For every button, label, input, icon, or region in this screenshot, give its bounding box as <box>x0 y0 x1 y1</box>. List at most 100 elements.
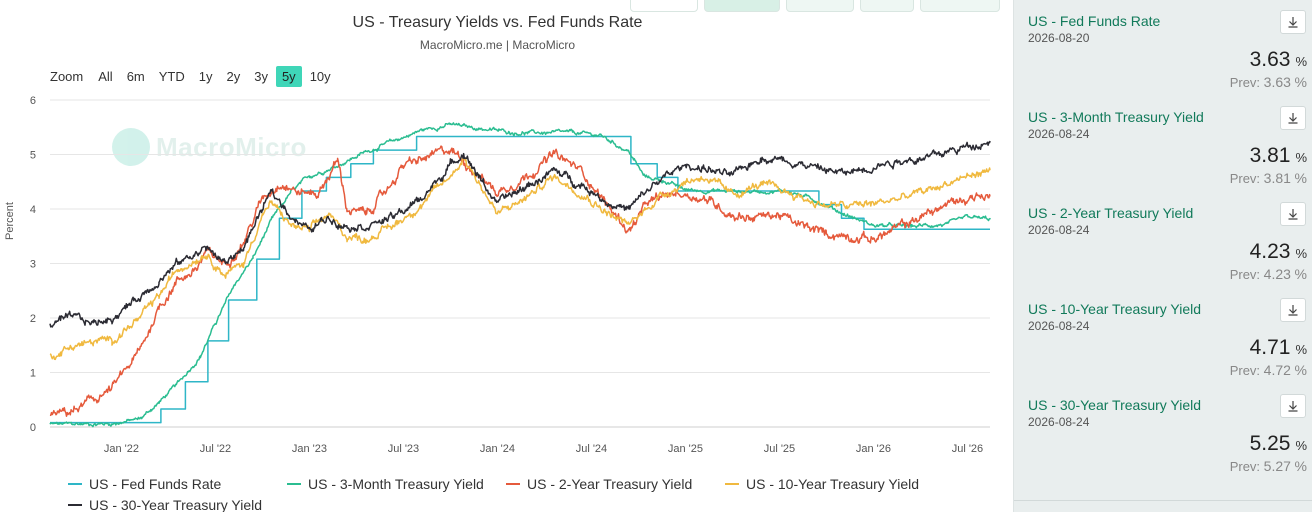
zoom-3y-button[interactable]: 3y <box>254 69 268 84</box>
x-tick-label: Jan '25 <box>668 443 703 455</box>
zoom-5y-button[interactable]: 5y <box>275 66 302 87</box>
toolbar-button[interactable] <box>630 0 698 12</box>
indicator-date: 2026-08-24 <box>1028 127 1090 141</box>
download-button[interactable] <box>1280 394 1306 418</box>
prev-value: 4.23 <box>1263 266 1291 282</box>
indicator-name[interactable]: US - 10-Year Treasury Yield <box>1028 301 1202 317</box>
series-lines <box>49 122 991 428</box>
watermark-logo: MacroMicro <box>112 128 307 166</box>
zoom-6m-button[interactable]: 6m <box>126 69 145 84</box>
chart-legend: US - Fed Funds Rate US - 3-Month Treasur… <box>68 474 1008 512</box>
legend-item-30y[interactable]: US - 30-Year Treasury Yield <box>68 495 287 512</box>
legend-item-fed-funds[interactable]: US - Fed Funds Rate <box>68 474 287 493</box>
toolbar-button[interactable] <box>920 0 1000 12</box>
chart-toolbar <box>630 0 1000 12</box>
watermark-text: MacroMicro <box>156 131 307 162</box>
prev-label: Prev: <box>1229 267 1261 282</box>
y-axis-ticks: 0 1 2 3 4 5 6 <box>30 95 36 434</box>
download-button[interactable] <box>1280 202 1306 226</box>
x-tick-label: Jul '25 <box>764 443 795 455</box>
indicator-name[interactable]: US - 3-Month Treasury Yield <box>1028 109 1204 125</box>
indicator-value: 4.23% <box>1250 240 1307 264</box>
series-line[interactable] <box>49 140 991 328</box>
legend-label: US - Fed Funds Rate <box>89 475 222 492</box>
zoom-10y-button[interactable]: 10y <box>309 69 331 84</box>
indicator-date: 2026-08-24 <box>1028 319 1090 333</box>
prev-unit: % <box>1294 266 1307 282</box>
value-unit: % <box>1295 150 1307 165</box>
indicator-value: 3.81% <box>1250 144 1307 168</box>
prev-value: 5.27 <box>1263 458 1291 474</box>
legend-swatch <box>506 482 520 485</box>
y-axis-label: Percent <box>4 202 16 240</box>
y-tick-label: 0 <box>30 422 36 434</box>
indicator-card-2y[interactable]: US - 2-Year Treasury Yield 2026-08-24 4.… <box>1014 192 1312 288</box>
legend-swatch <box>68 503 82 506</box>
grid-lines <box>50 99 990 428</box>
legend-item-2y[interactable]: US - 2-Year Treasury Yield <box>506 474 725 493</box>
series-line[interactable] <box>49 157 991 361</box>
legend-label: US - 30-Year Treasury Yield <box>89 496 263 512</box>
y-tick-label: 1 <box>30 368 36 380</box>
panel-divider <box>1014 500 1312 501</box>
prev-unit: % <box>1294 458 1307 474</box>
x-tick-label: Jan '22 <box>104 443 139 455</box>
zoom-1y-button[interactable]: 1y <box>198 69 213 84</box>
indicator-prev: Prev: 3.81 % <box>1230 170 1307 186</box>
indicator-card-3m[interactable]: US - 3-Month Treasury Yield 2026-08-24 3… <box>1014 96 1312 192</box>
value-number: 4.71 <box>1249 336 1291 359</box>
indicator-date: 2026-08-24 <box>1028 415 1090 429</box>
prev-unit: % <box>1294 362 1307 378</box>
indicator-name[interactable]: US - Fed Funds Rate <box>1028 13 1161 29</box>
indicator-name[interactable]: US - 2-Year Treasury Yield <box>1028 205 1194 221</box>
legend-item-10y[interactable]: US - 10-Year Treasury Yield <box>725 474 944 493</box>
download-button[interactable] <box>1280 106 1306 130</box>
download-icon <box>1288 209 1298 220</box>
prev-label: Prev: <box>1229 75 1261 90</box>
y-tick-label: 4 <box>30 204 36 216</box>
value-unit: % <box>1295 342 1307 357</box>
x-tick-label: Jan '24 <box>480 443 515 455</box>
toolbar-button[interactable] <box>704 0 780 12</box>
value-number: 5.25 <box>1249 432 1291 455</box>
legend-swatch <box>725 482 739 485</box>
indicator-name[interactable]: US - 30-Year Treasury Yield <box>1028 397 1202 413</box>
x-tick-label: Jul '24 <box>576 443 607 455</box>
zoom-all-button[interactable]: All <box>98 69 113 84</box>
legend-item-3m[interactable]: US - 3-Month Treasury Yield <box>287 474 506 493</box>
series-line[interactable] <box>49 122 991 428</box>
legend-label: US - 10-Year Treasury Yield <box>746 475 920 492</box>
x-tick-label: Jul '22 <box>200 443 231 455</box>
y-tick-label: 5 <box>30 150 36 162</box>
value-number: 3.63 <box>1249 48 1291 71</box>
legend-label: US - 2-Year Treasury Yield <box>527 475 693 492</box>
download-icon <box>1288 17 1298 28</box>
chart-area: US - Treasury Yields vs. Fed Funds Rate … <box>0 0 1012 512</box>
prev-value: 3.63 <box>1263 74 1291 90</box>
zoom-label: Zoom <box>50 69 84 84</box>
download-icon <box>1288 305 1298 316</box>
indicator-prev: Prev: 5.27 % <box>1230 458 1307 474</box>
indicator-card-fed-funds[interactable]: US - Fed Funds Rate 2026-08-20 3.63% Pre… <box>1014 0 1312 96</box>
indicator-prev: Prev: 4.72 % <box>1230 362 1307 378</box>
indicator-value: 5.25% <box>1250 432 1307 456</box>
legend-label: US - 3-Month Treasury Yield <box>308 475 484 492</box>
indicator-card-10y[interactable]: US - 10-Year Treasury Yield 2026-08-24 4… <box>1014 288 1312 384</box>
indicator-card-30y[interactable]: US - 30-Year Treasury Yield 2026-08-24 5… <box>1014 384 1312 480</box>
x-tick-label: Jul '23 <box>388 443 419 455</box>
value-number: 3.81 <box>1249 144 1291 167</box>
chart-title: US - Treasury Yields vs. Fed Funds Rate <box>352 14 643 31</box>
toolbar-button[interactable] <box>786 0 854 12</box>
download-button[interactable] <box>1280 298 1306 322</box>
toolbar-button[interactable] <box>860 0 914 12</box>
prev-unit: % <box>1294 74 1307 90</box>
series-line[interactable] <box>50 135 990 424</box>
zoom-selector: Zoom All 6m YTD 1y 2y 3y 5y 10y <box>50 66 339 87</box>
download-icon <box>1288 401 1298 412</box>
y-tick-label: 3 <box>30 259 36 271</box>
zoom-2y-button[interactable]: 2y <box>226 69 241 84</box>
chart-subtitle: MacroMicro.me | MacroMicro <box>419 38 576 52</box>
download-button[interactable] <box>1280 10 1306 34</box>
zoom-ytd-button[interactable]: YTD <box>158 69 185 84</box>
